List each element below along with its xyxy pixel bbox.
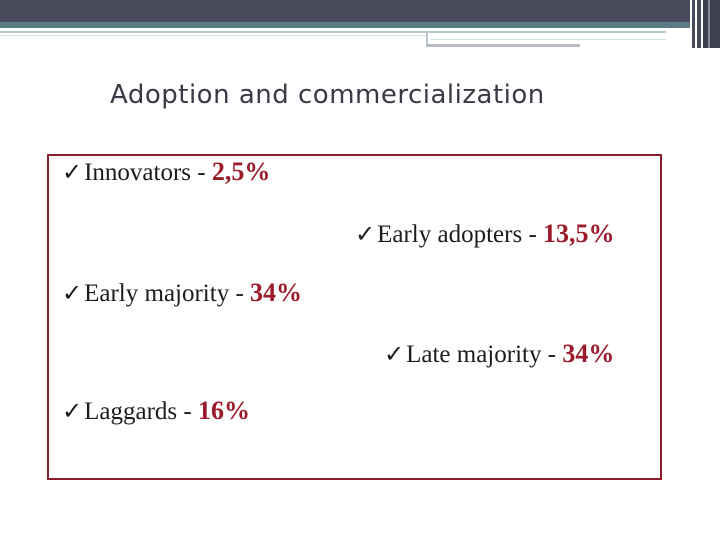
header-divider	[430, 39, 666, 40]
item-percentage: 34%	[250, 278, 303, 307]
header-stripe	[708, 0, 710, 48]
item-label: Laggards -	[84, 398, 198, 425]
header-stripe	[703, 0, 720, 48]
list-item-early-adopters: ✓Early adopters - 13,5%	[355, 219, 615, 250]
item-label: Late majority -	[406, 341, 563, 368]
item-label: Innovators -	[84, 159, 212, 186]
item-label: Early adopters -	[377, 221, 544, 248]
header-divider	[426, 44, 580, 47]
header-stripe	[692, 0, 695, 48]
list-item-early-majority: ✓Early majority - 34%	[62, 278, 302, 309]
item-label: Early majority -	[84, 280, 251, 307]
header-divider	[0, 35, 426, 36]
checkmark-icon: ✓	[355, 222, 376, 248]
checkmark-icon: ✓	[384, 342, 405, 368]
header-divider-box	[426, 31, 666, 45]
list-item-laggards: ✓Laggards - 16%	[62, 396, 250, 427]
item-percentage: 2,5%	[211, 157, 271, 186]
checkmark-icon: ✓	[62, 399, 83, 425]
slide-title: Adoption and commercialization	[110, 80, 545, 110]
header-bar	[0, 0, 690, 22]
item-percentage: 16%	[197, 396, 250, 425]
content-box	[47, 154, 662, 480]
list-item-innovators: ✓Innovators - 2,5%	[62, 157, 270, 188]
checkmark-icon: ✓	[62, 281, 83, 307]
header-divider	[0, 31, 426, 33]
item-percentage: 13,5%	[543, 219, 615, 248]
item-percentage: 34%	[562, 339, 615, 368]
list-item-late-majority: ✓Late majority - 34%	[384, 339, 614, 370]
header-accent-bar	[0, 22, 690, 28]
checkmark-icon: ✓	[62, 160, 83, 186]
header-stripe	[697, 0, 701, 48]
